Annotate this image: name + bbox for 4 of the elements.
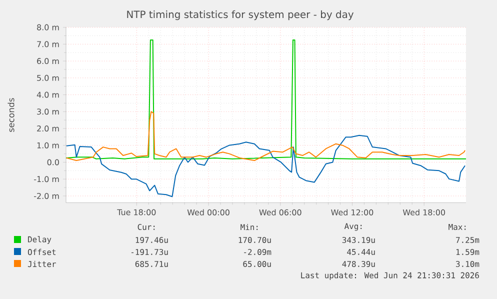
line-series <box>66 111 466 162</box>
chart-title: NTP timing statistics for system peer - by day <box>127 10 354 20</box>
y-axis-title: seconds <box>8 98 14 132</box>
line-series <box>66 134 466 198</box>
